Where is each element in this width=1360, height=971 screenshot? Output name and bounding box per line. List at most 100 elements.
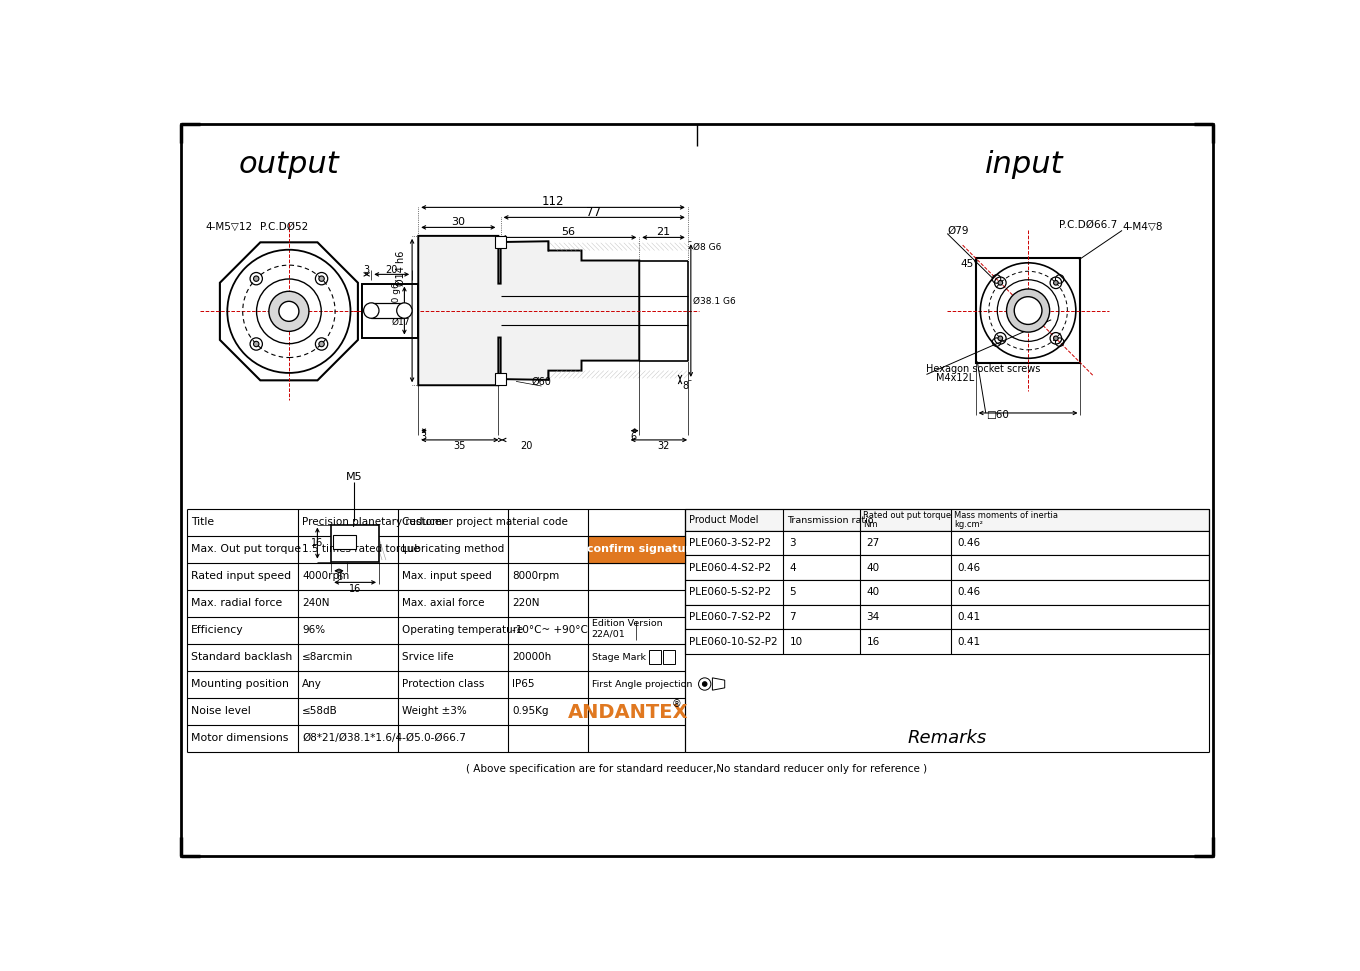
Text: 4: 4 xyxy=(789,563,796,573)
Text: First Angle projection: First Angle projection xyxy=(592,680,692,688)
Text: Ø14 h6: Ø14 h6 xyxy=(396,251,405,285)
Text: 77: 77 xyxy=(586,206,601,218)
Text: 8: 8 xyxy=(683,381,688,391)
Bar xyxy=(649,651,661,664)
Text: Title: Title xyxy=(192,518,215,527)
Text: Stage Mark: Stage Mark xyxy=(592,653,646,661)
Text: Transmission ratio: Transmission ratio xyxy=(787,516,873,524)
Bar xyxy=(685,509,1209,531)
Circle shape xyxy=(998,281,1002,285)
Bar xyxy=(975,258,1080,363)
Text: Product Model: Product Model xyxy=(690,515,759,525)
Text: Ø17: Ø17 xyxy=(392,318,409,326)
Text: 20: 20 xyxy=(520,441,532,452)
Text: Ø60: Ø60 xyxy=(532,377,551,387)
Polygon shape xyxy=(419,236,639,385)
Polygon shape xyxy=(713,678,725,690)
Circle shape xyxy=(998,336,1002,341)
Circle shape xyxy=(1006,289,1050,332)
Text: 240N: 240N xyxy=(302,598,329,608)
Text: Efficiency: Efficiency xyxy=(192,625,243,635)
Text: M4x12L: M4x12L xyxy=(936,373,974,384)
Text: ANDANTEX: ANDANTEX xyxy=(568,703,688,722)
Text: Hexagon socket screws: Hexagon socket screws xyxy=(926,364,1040,374)
Text: Ø38.1 G6: Ø38.1 G6 xyxy=(694,297,736,306)
Circle shape xyxy=(318,341,324,347)
Text: 96%: 96% xyxy=(302,625,325,635)
Text: 4000rpm: 4000rpm xyxy=(302,571,350,582)
Text: Standard backlash: Standard backlash xyxy=(192,653,292,662)
Text: 32: 32 xyxy=(657,441,669,452)
Text: 220N: 220N xyxy=(513,598,540,608)
Text: Motor dimensions: Motor dimensions xyxy=(192,733,288,743)
Text: 112: 112 xyxy=(541,195,564,209)
Text: ≤58dB: ≤58dB xyxy=(302,706,337,716)
Text: PLE060-3-S2-P2: PLE060-3-S2-P2 xyxy=(690,538,771,548)
Text: Rated out put torque: Rated out put torque xyxy=(864,511,952,519)
Text: PLE060-7-S2-P2: PLE060-7-S2-P2 xyxy=(690,612,771,622)
Circle shape xyxy=(1054,281,1058,285)
Text: ≤8arcmin: ≤8arcmin xyxy=(302,653,354,662)
Text: Operating temperature: Operating temperature xyxy=(403,625,524,635)
Bar xyxy=(495,373,506,385)
Text: 6: 6 xyxy=(336,572,341,582)
Text: PLE060-5-S2-P2: PLE060-5-S2-P2 xyxy=(690,587,771,597)
Text: 34: 34 xyxy=(866,612,880,622)
Text: Rated input speed: Rated input speed xyxy=(192,571,291,582)
Text: 3: 3 xyxy=(789,538,796,548)
Bar xyxy=(664,651,675,664)
Text: ( Above specification are for standard reeducer,No standard reducer only for ref: ( Above specification are for standard r… xyxy=(466,764,928,774)
Text: Customer project material code: Customer project material code xyxy=(403,518,568,527)
Circle shape xyxy=(397,303,412,318)
Text: Noise level: Noise level xyxy=(192,706,250,716)
Text: IP65: IP65 xyxy=(513,679,534,689)
Text: 10: 10 xyxy=(789,637,802,647)
Text: 0.41: 0.41 xyxy=(957,612,981,622)
Text: 45°: 45° xyxy=(960,259,979,269)
Text: P.C.DØ52: P.C.DØ52 xyxy=(260,221,307,232)
Text: Mass moments of inertia: Mass moments of inertia xyxy=(955,511,1058,519)
Text: P.C.DØ66.7: P.C.DØ66.7 xyxy=(1059,219,1117,229)
Text: output: output xyxy=(238,150,339,179)
Text: 35: 35 xyxy=(454,441,466,452)
Text: 0.46: 0.46 xyxy=(957,563,981,573)
Circle shape xyxy=(253,341,258,347)
Text: Ø79: Ø79 xyxy=(948,225,968,236)
Circle shape xyxy=(702,682,707,686)
Text: kg.cm²: kg.cm² xyxy=(955,520,983,529)
Text: Remarks: Remarks xyxy=(907,729,987,747)
Text: PLE060-10-S2-P2: PLE060-10-S2-P2 xyxy=(690,637,778,647)
Text: Ø40 g6: Ø40 g6 xyxy=(392,283,401,316)
Circle shape xyxy=(269,291,309,331)
Text: 0.46: 0.46 xyxy=(957,538,981,548)
Text: □60: □60 xyxy=(986,411,1009,420)
Text: Mounting position: Mounting position xyxy=(192,679,288,689)
Text: 30: 30 xyxy=(452,217,465,227)
Bar xyxy=(685,605,1209,629)
Bar xyxy=(333,535,356,550)
Text: 1.5 times rated torque: 1.5 times rated torque xyxy=(302,545,420,554)
Text: 4-M4▽8: 4-M4▽8 xyxy=(1122,221,1163,232)
Text: PLE060-4-S2-P2: PLE060-4-S2-P2 xyxy=(690,563,771,573)
Text: Weight ±3%: Weight ±3% xyxy=(403,706,466,716)
Text: 20: 20 xyxy=(385,265,397,275)
Text: 0.41: 0.41 xyxy=(957,637,981,647)
Text: 27: 27 xyxy=(866,538,880,548)
Text: 40: 40 xyxy=(866,563,880,573)
Text: Srvice life: Srvice life xyxy=(403,653,454,662)
Circle shape xyxy=(363,303,379,318)
Text: 56: 56 xyxy=(562,227,575,237)
Text: Nm: Nm xyxy=(864,520,877,529)
Text: 16: 16 xyxy=(311,538,324,548)
Text: 22A/01: 22A/01 xyxy=(592,629,626,639)
Bar xyxy=(371,303,404,318)
Text: Please confirm signature/date: Please confirm signature/date xyxy=(541,545,730,554)
Bar xyxy=(685,580,1209,605)
Text: 0.95Kg: 0.95Kg xyxy=(513,706,548,716)
Text: 3: 3 xyxy=(420,432,427,442)
Text: Edition Version: Edition Version xyxy=(592,619,662,628)
Text: Max. radial force: Max. radial force xyxy=(192,598,283,608)
Text: Protection class: Protection class xyxy=(403,679,484,689)
Text: 5: 5 xyxy=(789,587,796,597)
Text: 16: 16 xyxy=(866,637,880,647)
